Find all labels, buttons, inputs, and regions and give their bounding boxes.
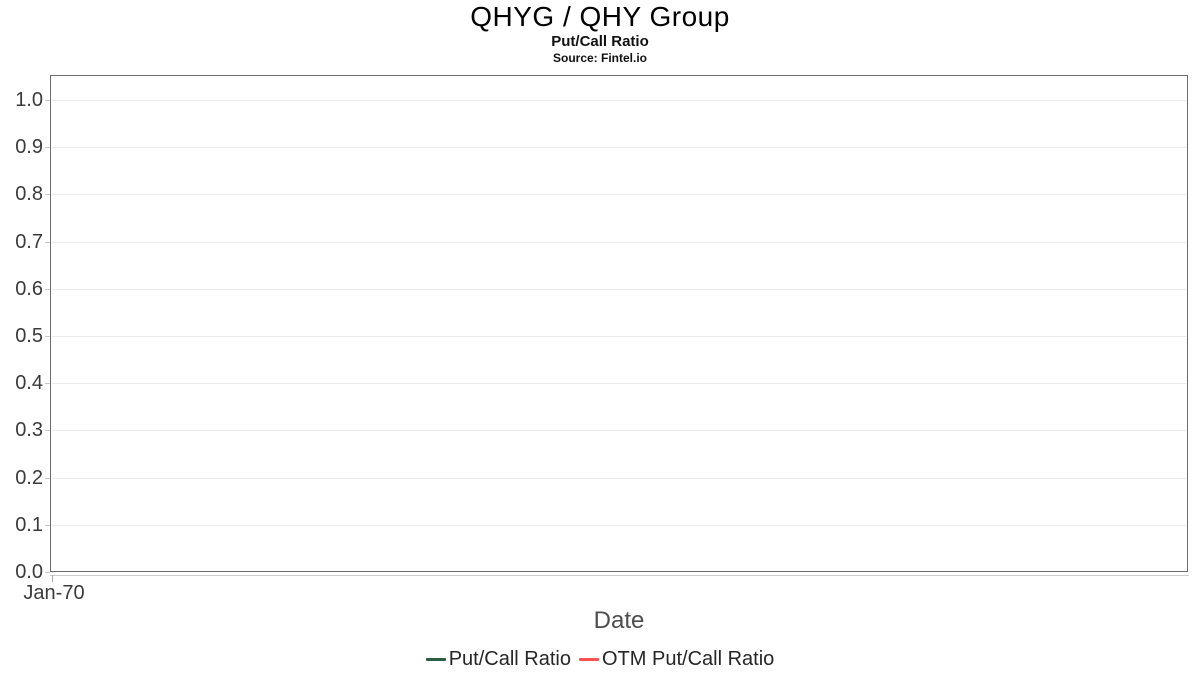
y-tick-label: 0.5 xyxy=(15,325,43,347)
gridline xyxy=(52,100,1186,101)
chart-source: Source: Fintel.io xyxy=(552,51,647,65)
chart-subtitle: Put/Call Ratio xyxy=(551,33,649,50)
y-tick-label: 1.0 xyxy=(15,89,43,111)
x-axis-tick xyxy=(52,575,53,582)
y-tick-label: 0.6 xyxy=(15,278,43,300)
legend-item: OTM Put/Call Ratio xyxy=(579,647,774,671)
y-tick-mark xyxy=(45,147,50,148)
x-tick-label: Jan-70 xyxy=(23,582,85,604)
gridline xyxy=(52,525,1186,526)
y-tick-label: 0.9 xyxy=(15,136,43,158)
gridline xyxy=(52,478,1186,479)
y-tick-mark xyxy=(45,242,50,243)
x-axis-line xyxy=(50,575,1189,576)
y-tick-mark xyxy=(45,478,50,479)
gridline xyxy=(52,336,1186,337)
gridline xyxy=(52,383,1186,384)
x-axis-title: Date xyxy=(593,607,645,634)
y-tick-mark xyxy=(45,525,50,526)
legend-label: OTM Put/Call Ratio xyxy=(602,648,775,670)
chart-title: QHYG / QHY Group xyxy=(470,1,730,32)
y-tick-mark xyxy=(45,194,50,195)
legend: Put/Call Ratio OTM Put/Call Ratio xyxy=(0,647,1200,671)
y-tick-label: 0.3 xyxy=(15,419,43,441)
legend-label: Put/Call Ratio xyxy=(448,648,571,670)
y-tick-mark xyxy=(45,572,50,573)
gridline xyxy=(52,242,1186,243)
y-tick-label: 0.0 xyxy=(15,561,43,583)
gridline xyxy=(52,289,1186,290)
y-tick-label: 0.8 xyxy=(15,183,43,205)
y-tick-label: 0.4 xyxy=(15,372,43,394)
gridline xyxy=(52,147,1186,148)
y-tick-label: 0.1 xyxy=(15,514,43,536)
plot-area xyxy=(50,75,1188,572)
gridline xyxy=(52,194,1186,195)
y-tick-label: 0.2 xyxy=(15,467,43,489)
legend-item: Put/Call Ratio xyxy=(425,647,571,671)
legend-line-swatch xyxy=(425,657,446,661)
y-tick-mark xyxy=(45,336,50,337)
y-tick-label: 0.7 xyxy=(15,231,43,253)
legend-line-swatch xyxy=(579,657,599,661)
gridline xyxy=(52,430,1186,431)
y-tick-mark xyxy=(45,383,50,384)
y-tick-mark xyxy=(45,289,50,290)
y-tick-mark xyxy=(45,100,50,101)
y-tick-mark xyxy=(45,430,50,431)
